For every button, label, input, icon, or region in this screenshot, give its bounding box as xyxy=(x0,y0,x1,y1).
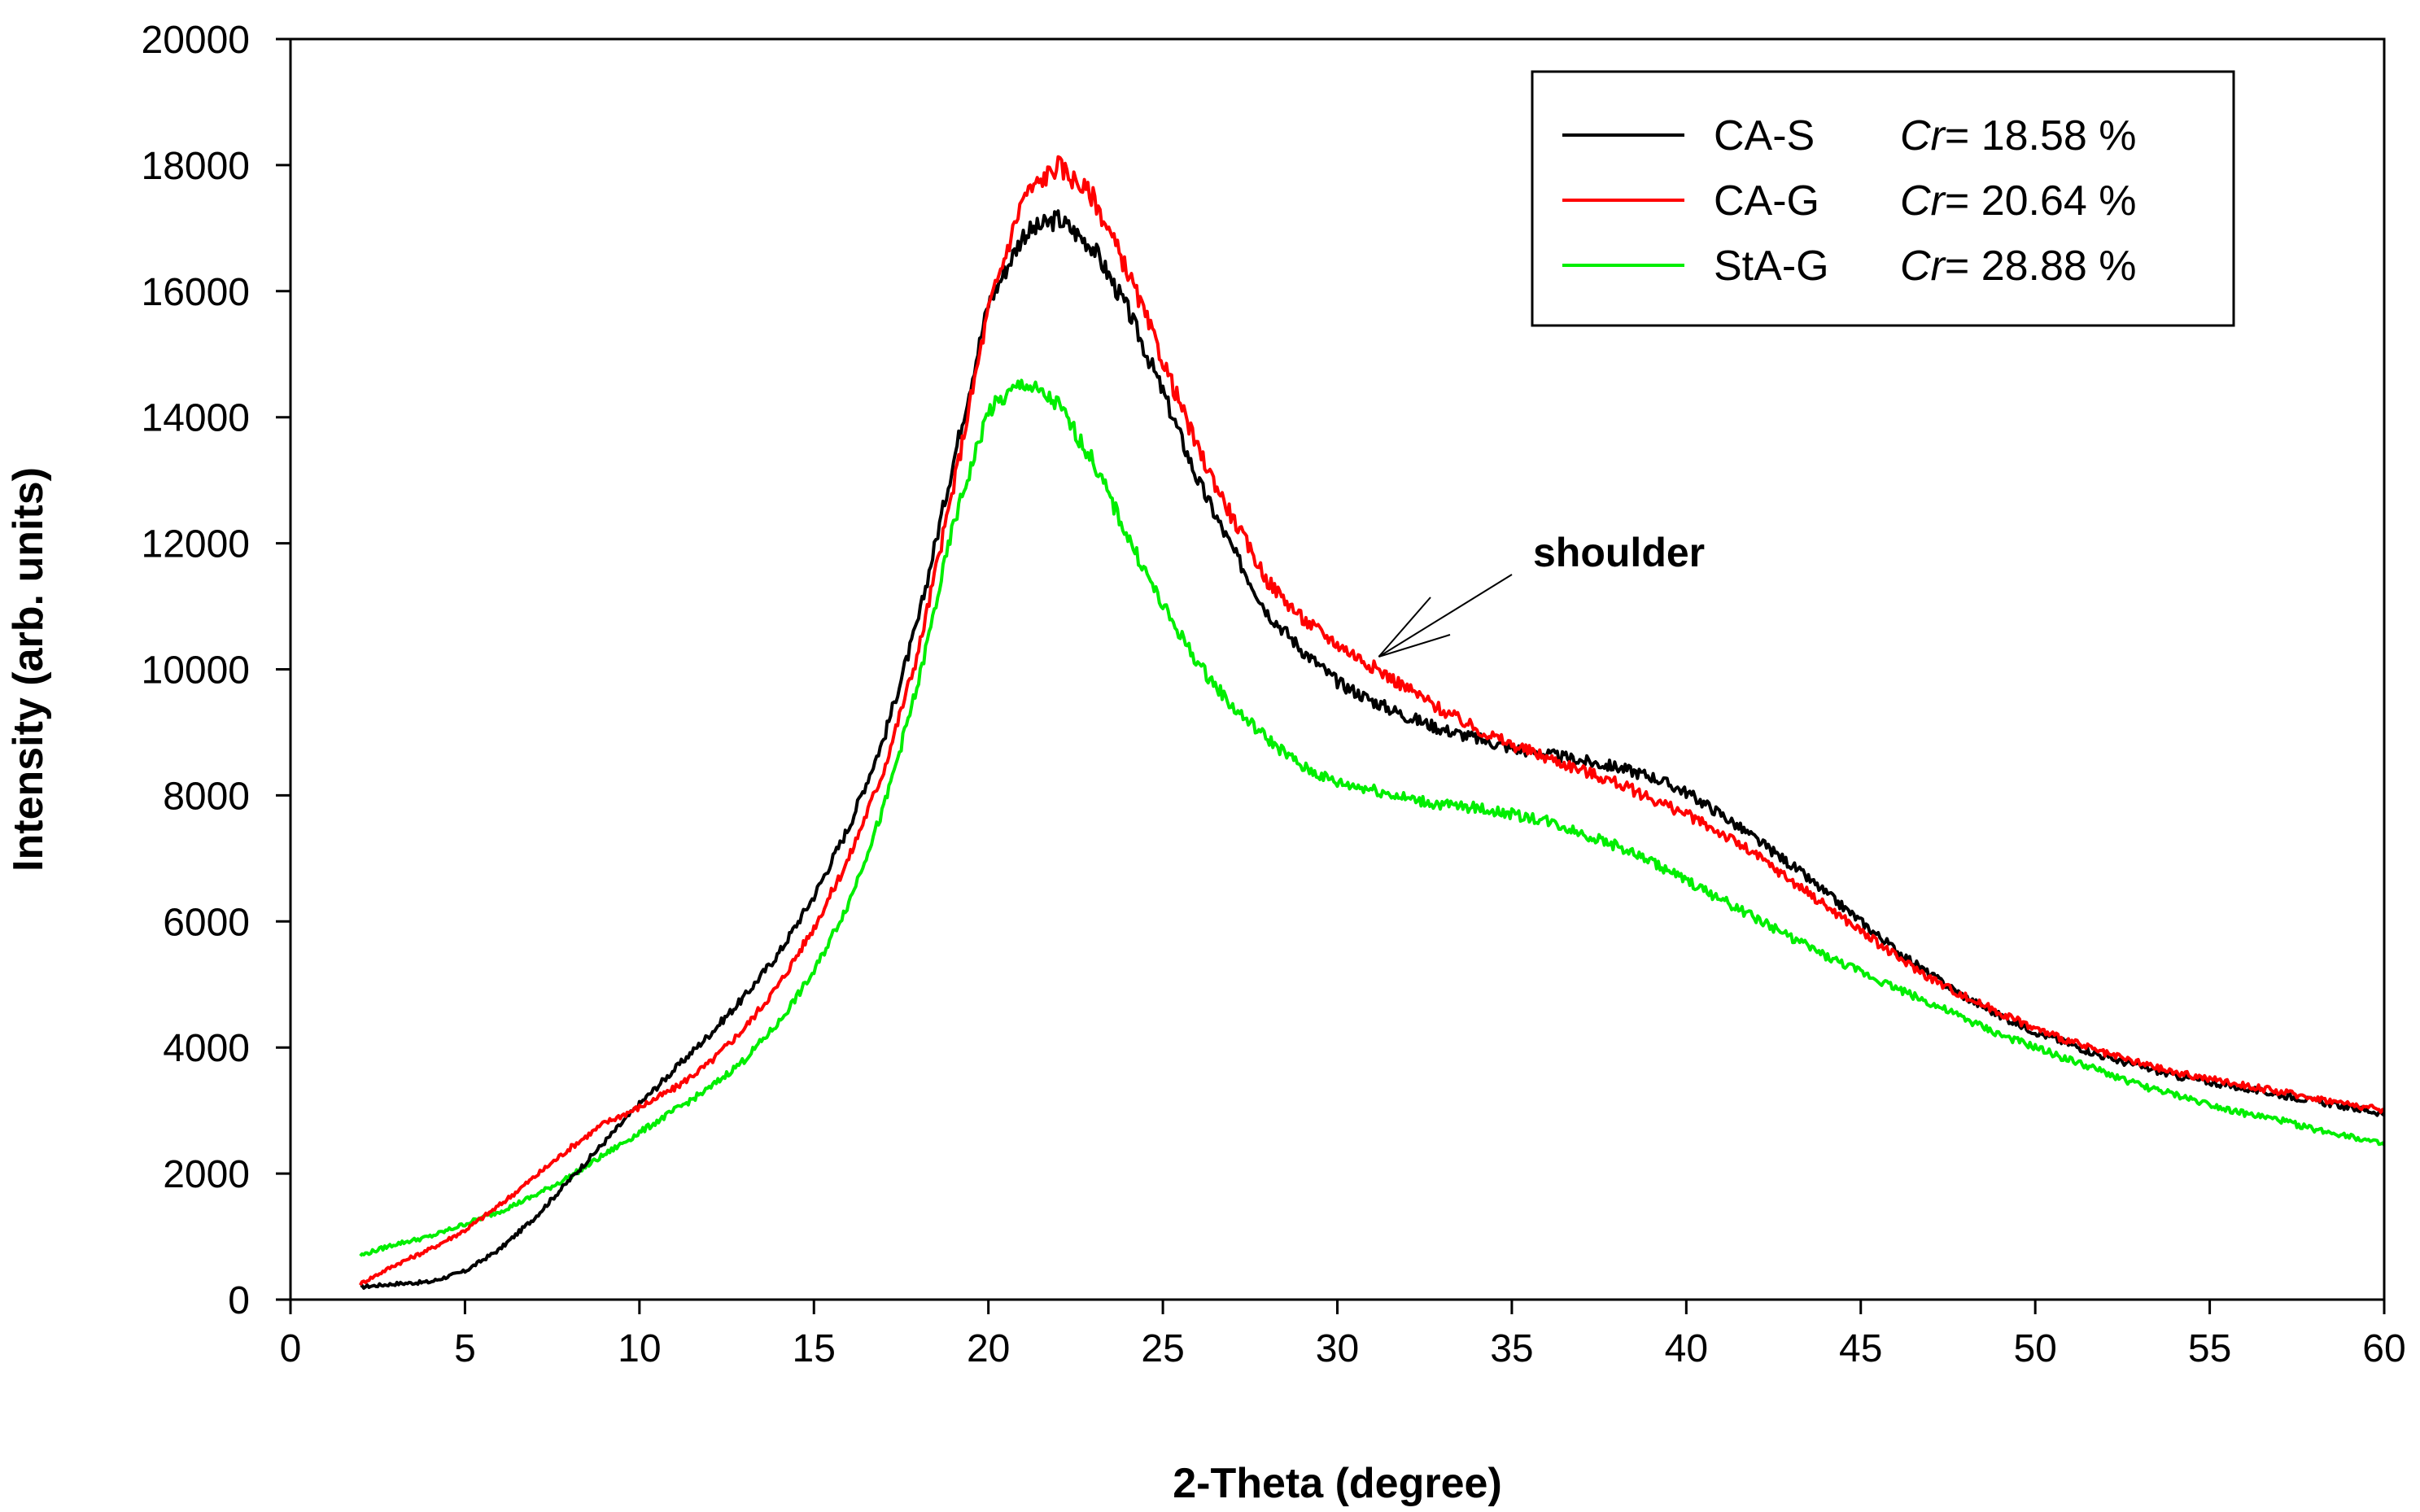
x-tick-label: 5 xyxy=(454,1327,476,1370)
annotation-arrow-head-upper xyxy=(1378,596,1431,658)
annotation-layer: shoulder xyxy=(1378,530,1705,658)
y-tick-label: 16000 xyxy=(142,271,250,314)
legend-entries: CA-S Cr= 18.58 %CA-G Cr= 20.64 %StA-G Cr= 2… xyxy=(1562,112,2137,290)
x-axis-title: 2-Theta (degree) xyxy=(1173,1460,1502,1507)
legend-cr-value: Cr= 28.88 % xyxy=(1900,243,2137,290)
annotation-arrow xyxy=(1378,574,1513,658)
annotation-arrow-head-lower xyxy=(1378,634,1451,658)
legend-cr-symbol: Cr xyxy=(1900,243,1947,290)
x-tick-label: 50 xyxy=(2013,1327,2056,1370)
annotation-shoulder: shoulder xyxy=(1533,530,1705,575)
legend-cr-symbol: Cr xyxy=(1900,112,1947,160)
legend-cr-symbol: Cr xyxy=(1900,177,1947,225)
x-tick-label: 55 xyxy=(2188,1327,2231,1370)
legend-cr-number: = 28.88 % xyxy=(1945,243,2137,290)
legend-cr-number: = 20.64 % xyxy=(1945,177,2137,225)
x-axis: 0 5 10 15 20 25 30 35 40 45 50 55 60 xyxy=(280,1300,2406,1370)
x-tick-label: 15 xyxy=(793,1327,836,1370)
x-tick-label: 10 xyxy=(618,1327,661,1370)
series-line-ca-g xyxy=(359,155,2386,1287)
legend: CA-S Cr= 18.58 %CA-G Cr= 20.64 %StA-G Cr= 2… xyxy=(1531,70,2235,327)
x-tick-label: 45 xyxy=(1839,1327,1882,1370)
y-tick-label: 20000 xyxy=(142,19,250,62)
y-tick-label: 14000 xyxy=(142,397,250,440)
x-tick-label: 25 xyxy=(1141,1327,1184,1370)
legend-cr-value: Cr= 18.58 % xyxy=(1900,112,2137,160)
legend-label: CA-S xyxy=(1714,112,1815,160)
y-tick-label: 10000 xyxy=(142,649,250,693)
legend-cr-value: Cr= 20.64 % xyxy=(1900,177,2137,225)
y-tick-label: 12000 xyxy=(142,523,250,566)
x-tick-label: 20 xyxy=(967,1327,1010,1370)
y-tick-label: 0 xyxy=(228,1279,250,1322)
y-tick-label: 2000 xyxy=(163,1153,250,1196)
x-tick-label: 0 xyxy=(280,1327,302,1370)
x-tick-label: 40 xyxy=(1665,1327,1708,1370)
series-line-sta-g xyxy=(359,378,2386,1257)
y-tick-label: 6000 xyxy=(163,901,250,944)
y-tick-label: 4000 xyxy=(163,1027,250,1070)
y-axis: 0 2000 4000 6000 8000 10000 12000 14000 16000 180… xyxy=(142,19,290,1322)
y-tick-label: 8000 xyxy=(163,775,250,818)
y-tick-label: 18000 xyxy=(142,145,250,188)
y-axis-title: Intensity (arb. units) xyxy=(5,467,52,872)
legend-cr-number: = 18.58 % xyxy=(1945,112,2137,160)
x-tick-label: 30 xyxy=(1316,1327,1359,1370)
x-tick-label: 60 xyxy=(2362,1327,2405,1370)
series-layer xyxy=(359,155,2386,1290)
legend-label: StA-G xyxy=(1714,243,1829,290)
x-tick-label: 35 xyxy=(1490,1327,1533,1370)
legend-label: CA-G xyxy=(1714,177,1819,225)
